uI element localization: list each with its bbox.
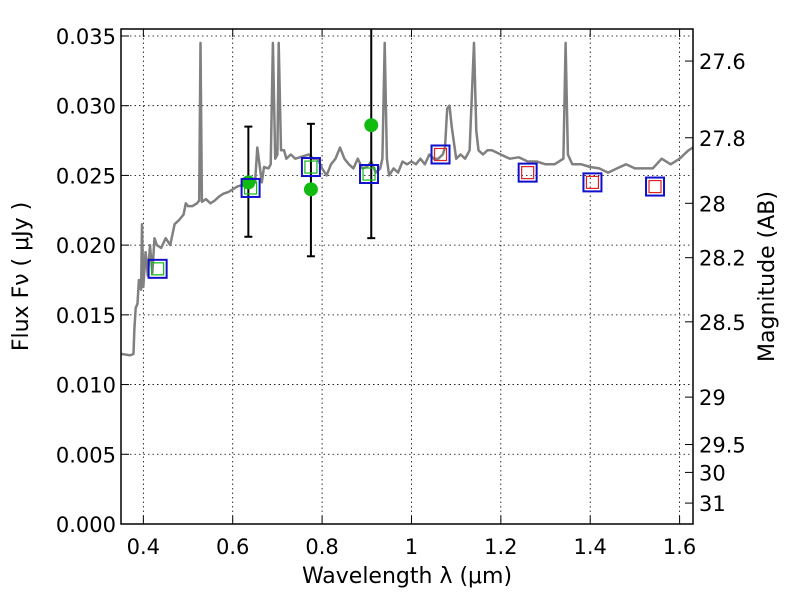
y2-tick-label: 29.5 bbox=[699, 434, 746, 458]
y-tick-label: 0.025 bbox=[56, 164, 116, 188]
y-tick-label: 0.015 bbox=[56, 304, 116, 328]
model-inner-square bbox=[304, 160, 318, 174]
y2-tick-label: 27.6 bbox=[699, 50, 746, 74]
model-inner-square bbox=[521, 166, 535, 180]
y-tick-label: 0.035 bbox=[56, 25, 116, 49]
x-tick-label: 0.6 bbox=[216, 535, 249, 559]
y-tick-label: 0.010 bbox=[56, 374, 116, 398]
y-tick-label: 0.000 bbox=[56, 513, 116, 537]
model-inner-square bbox=[362, 167, 376, 181]
spectrum-line bbox=[121, 41, 693, 357]
y-axis-label: Flux Fν ( μJy ) bbox=[9, 202, 34, 351]
x-axis-label: Wavelength λ (μm) bbox=[302, 564, 512, 589]
y2-tick-label: 29 bbox=[699, 386, 726, 410]
model-box bbox=[517, 162, 538, 183]
model-box bbox=[147, 258, 168, 279]
spectrum-series bbox=[121, 41, 693, 357]
model-box bbox=[430, 144, 451, 165]
plot-frame bbox=[120, 28, 694, 525]
x-tick-label: 1.6 bbox=[663, 535, 696, 559]
model-box bbox=[240, 177, 261, 198]
y2-tick-label: 28 bbox=[699, 192, 726, 216]
y2-axis-label: Magnitude (AB) bbox=[755, 191, 780, 362]
model-inner-square bbox=[585, 175, 600, 189]
x-tick-label: 1.4 bbox=[574, 535, 607, 559]
model-inner-square bbox=[648, 179, 662, 194]
model-box bbox=[582, 172, 603, 193]
x-tick-label: 1.2 bbox=[484, 535, 517, 559]
model-box bbox=[300, 157, 321, 178]
y2-tick-label: 27.8 bbox=[699, 127, 746, 151]
model-box bbox=[645, 176, 666, 197]
y2-tick-label: 31 bbox=[699, 492, 726, 516]
x-tick-label: 1 bbox=[405, 535, 418, 559]
observed-point bbox=[364, 118, 379, 133]
x-tick-label: 0.8 bbox=[305, 535, 338, 559]
axis-ticks: 0.4 0.6 0.8 1 1.2 1.4 1.6 0.000 0.005 0.010 0.015 0… bbox=[56, 25, 746, 559]
model-inner-square bbox=[433, 147, 448, 162]
y-tick-label: 0.005 bbox=[56, 443, 116, 467]
y2-tick-label: 28.5 bbox=[699, 311, 746, 335]
model-series bbox=[147, 144, 666, 279]
grid bbox=[121, 29, 693, 525]
model-inner-square bbox=[243, 181, 258, 195]
observed-point bbox=[303, 182, 318, 197]
y2-tick-label: 28.2 bbox=[699, 247, 746, 271]
observed-series bbox=[241, 29, 379, 258]
x-tick-label: 0.4 bbox=[127, 535, 160, 559]
y-tick-label: 0.030 bbox=[56, 95, 116, 119]
model-inner-square bbox=[151, 262, 165, 276]
model-box bbox=[359, 164, 380, 185]
y-tick-label: 0.020 bbox=[56, 234, 116, 258]
y2-tick-label: 30 bbox=[699, 461, 726, 485]
